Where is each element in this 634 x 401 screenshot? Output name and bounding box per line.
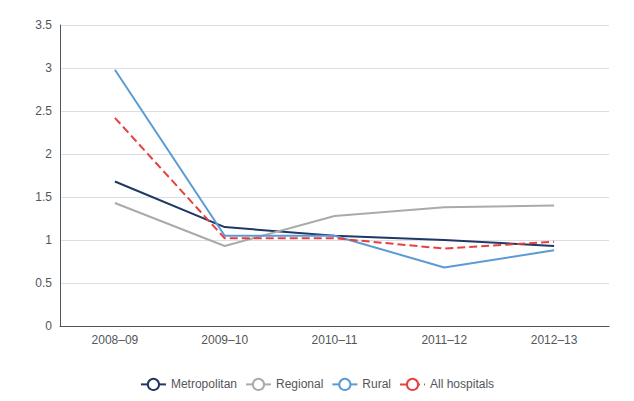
svg-text:Rural: Rural [362, 377, 391, 391]
svg-text:1.5: 1.5 [35, 190, 52, 204]
svg-text:2008–09: 2008–09 [92, 333, 139, 347]
svg-text:0.5: 0.5 [35, 276, 52, 290]
svg-text:2: 2 [45, 147, 52, 161]
svg-text:1: 1 [45, 233, 52, 247]
svg-text:2011–12: 2011–12 [421, 333, 467, 347]
svg-text:2009–10: 2009–10 [201, 333, 248, 347]
svg-text:2010–11: 2010–11 [312, 333, 358, 347]
svg-text:3.5: 3.5 [35, 18, 52, 32]
svg-text:0: 0 [45, 319, 52, 333]
svg-text:Metropolitan: Metropolitan [171, 377, 237, 391]
svg-text:All hospitals: All hospitals [430, 377, 494, 391]
svg-text:2.5: 2.5 [35, 104, 52, 118]
svg-text:2012–13: 2012–13 [531, 333, 578, 347]
svg-text:3: 3 [45, 61, 52, 75]
svg-text:Regional: Regional [276, 377, 323, 391]
